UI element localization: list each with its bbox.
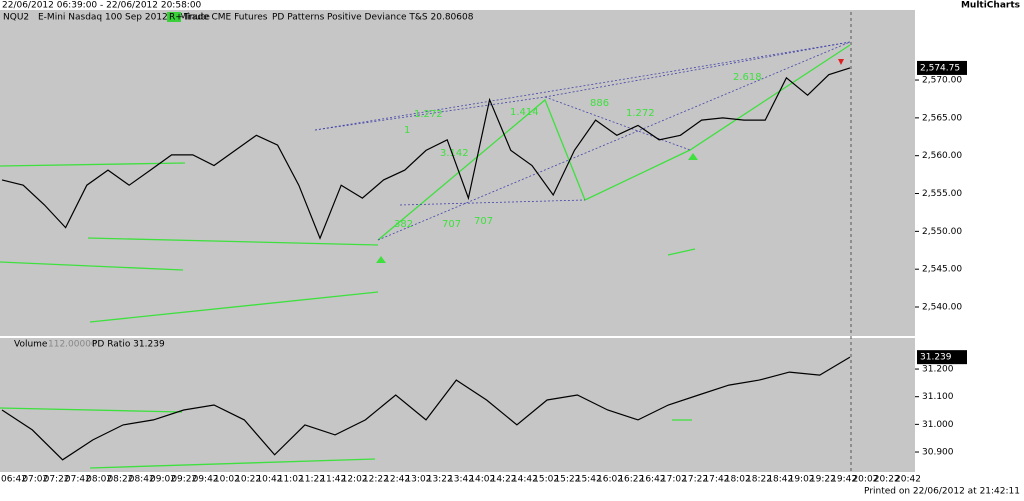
time-label: 17:02 — [661, 475, 687, 485]
time-label: 13:42 — [448, 475, 474, 485]
time-label: 06:42 — [1, 475, 27, 485]
time-label: 07:02 — [22, 475, 48, 485]
buy-arrow — [688, 153, 698, 160]
time-label: 20:42 — [895, 475, 921, 485]
time-label: 13:22 — [427, 475, 453, 485]
y-tick-label: 31.000 — [922, 420, 954, 430]
fib-label: 1.272 — [414, 109, 443, 120]
last-value-box — [917, 350, 967, 365]
time-label: 11:22 — [299, 475, 325, 485]
series-line — [1, 356, 851, 461]
time-label: 15:02 — [533, 475, 559, 485]
fib-label: 1.272 — [626, 108, 655, 119]
time-label: 19:02 — [789, 475, 815, 485]
series-line — [1, 67, 851, 240]
fib-label: 3.142 — [440, 148, 469, 159]
time-label: 11:42 — [320, 475, 346, 485]
time-label: 18:22 — [746, 475, 772, 485]
time-label: 10:22 — [235, 475, 261, 485]
time-label: 08:22 — [107, 475, 133, 485]
time-label: 12:42 — [384, 475, 410, 485]
time-label: 09:42 — [193, 475, 219, 485]
time-label: 17:42 — [703, 475, 729, 485]
description: E-Mini Nasdaq 100 Sep 2012 1 Minute — [38, 13, 210, 23]
time-label: 09:02 — [150, 475, 176, 485]
printed-on: Printed on 22/06/2012 at 21:42:11 — [864, 487, 1020, 497]
fib-label: 707 — [442, 219, 461, 230]
last-value: 2,574.75 — [920, 63, 960, 73]
time-label: 10:02 — [214, 475, 240, 485]
fib-label: 886 — [590, 98, 609, 109]
badge-bg — [167, 12, 181, 22]
study-label: Positive Deviance T&S 20.80608 — [327, 13, 474, 23]
time-label: 08:42 — [129, 475, 155, 485]
y-tick-label: 2,565.00 — [922, 113, 962, 123]
y-tick-label: 31.100 — [922, 392, 954, 402]
y-tick-label: 2,550.00 — [922, 227, 962, 237]
fib-label: 1 — [404, 125, 410, 136]
time-label: 18:02 — [725, 475, 751, 485]
time-label: 15:22 — [554, 475, 580, 485]
time-label: 10:42 — [256, 475, 282, 485]
fib-label: 707 — [474, 216, 493, 227]
window-title: 22/06/2012 06:39:00 - 22/06/2012 20:58:0… — [2, 1, 202, 11]
study-label: Volume — [14, 340, 48, 350]
time-label: 07:22 — [44, 475, 70, 485]
study-label: PD Ratio 31.239 — [92, 340, 165, 350]
y-tick-label: 30.900 — [922, 448, 954, 458]
last-value-box — [917, 60, 967, 75]
time-label: 14:42 — [512, 475, 538, 485]
time-label: 16:22 — [618, 475, 644, 485]
study-label: PD Patterns — [272, 13, 325, 23]
sell-arrow — [838, 59, 844, 65]
time-label: 11:02 — [278, 475, 304, 485]
time-label: 07:42 — [65, 475, 91, 485]
time-label: 18:42 — [767, 475, 793, 485]
fib-label: 1.414 — [510, 107, 539, 118]
y-tick-label: 2,560.00 — [922, 151, 962, 161]
badge: R+ — [169, 13, 183, 23]
time-label: 13:02 — [405, 475, 431, 485]
y-tick-label: 2,540.00 — [922, 303, 962, 313]
y-tick-label: 2,555.00 — [922, 189, 962, 199]
time-label: 20:22 — [874, 475, 900, 485]
last-value: 31.239 — [920, 353, 952, 363]
time-label: 20:02 — [852, 475, 878, 485]
time-label: 08:02 — [86, 475, 112, 485]
time-label: 15:42 — [576, 475, 602, 485]
fib-label: 382 — [394, 219, 413, 230]
fib-label: 2.618 — [733, 72, 762, 83]
time-label: 17:22 — [682, 475, 708, 485]
y-tick-label: 2,545.00 — [922, 265, 962, 275]
app-name: MultiCharts — [961, 1, 1020, 11]
time-label: 14:22 — [491, 475, 517, 485]
time-label: 19:22 — [810, 475, 836, 485]
ratio-panel — [0, 338, 915, 472]
y-tick-label: 31.200 — [922, 365, 954, 375]
footer-bg — [872, 474, 1024, 497]
feed: Trade CME Futures — [183, 13, 268, 23]
time-label: 16:02 — [597, 475, 623, 485]
time-label: 09:22 — [171, 475, 197, 485]
symbol: NQU2 — [3, 13, 29, 23]
time-label: 12:02 — [342, 475, 368, 485]
time-label: 14:02 — [469, 475, 495, 485]
buy-arrow — [376, 256, 386, 263]
time-label: 16:42 — [640, 475, 666, 485]
volume-value: 112.00000 — [48, 340, 97, 350]
fib-lines — [314, 41, 851, 241]
y-tick-label: 2,570.00 — [922, 76, 962, 86]
time-label: 19:42 — [831, 475, 857, 485]
title-bar — [0, 0, 1024, 10]
time-label: 12:22 — [363, 475, 389, 485]
